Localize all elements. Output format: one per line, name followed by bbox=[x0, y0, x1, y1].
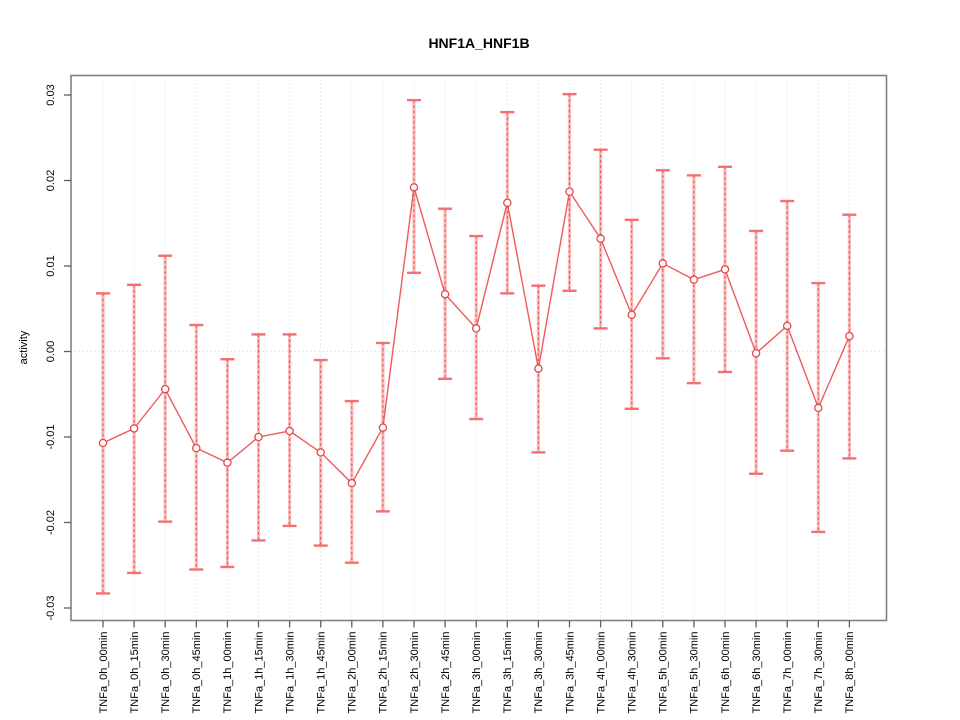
x-tick-label: TNFa_8h_00min bbox=[844, 632, 856, 714]
data-point-marker bbox=[471, 324, 481, 333]
plot-border bbox=[70, 74, 888, 622]
x-tick-label: TNFa_3h_00min bbox=[471, 632, 483, 714]
data-point-marker bbox=[316, 448, 325, 457]
data-point-marker bbox=[627, 310, 636, 319]
plot-box bbox=[70, 74, 888, 622]
y-tick-label: -0.01 bbox=[45, 424, 57, 449]
x-tick-label: TNFa_0h_30min bbox=[160, 632, 172, 714]
x-tick-label: TNFa_1h_15min bbox=[253, 632, 265, 714]
data-point-marker bbox=[347, 478, 357, 488]
data-point-marker bbox=[814, 403, 823, 413]
data-point-marker bbox=[751, 348, 761, 358]
y-tick-label: 0.00 bbox=[45, 341, 57, 362]
data-point-marker bbox=[285, 426, 294, 436]
x-tick-label: TNFa_3h_45min bbox=[564, 632, 576, 714]
data-point-marker bbox=[534, 364, 543, 373]
x-tick-label: TNFa_6h_00min bbox=[720, 632, 732, 714]
x-tick-label: TNFa_1h_45min bbox=[316, 632, 328, 714]
data-point-marker bbox=[192, 443, 201, 453]
data-point-marker bbox=[845, 331, 854, 341]
y-axis: -0.03 -0.02 -0.01 0.00 0.01 0.02 0.03 bbox=[45, 84, 71, 621]
x-tick-label: TNFa_3h_30min bbox=[533, 632, 545, 714]
x-tick-label: TNFa_0h_00min bbox=[98, 632, 110, 714]
data-point-marker bbox=[658, 259, 668, 268]
data-point-marker bbox=[782, 321, 792, 331]
data-point-marker bbox=[160, 384, 170, 394]
y-tick-label: 0.03 bbox=[45, 84, 57, 105]
x-tick-label: TNFa_6h_30min bbox=[751, 632, 763, 714]
x-tick-label: TNFa_2h_15min bbox=[378, 632, 390, 714]
gridlines bbox=[71, 75, 887, 621]
x-axis: TNFa_0h_00min TNFa_0h_15min TNFa_0h_30min T… bbox=[98, 620, 856, 714]
y-tick-label: -0.02 bbox=[45, 510, 57, 535]
x-tick-label: TNFa_4h_30min bbox=[627, 632, 639, 714]
x-tick-label: TNFa_1h_30min bbox=[284, 632, 296, 714]
x-tick-label: TNFa_2h_30min bbox=[409, 632, 421, 714]
y-axis-label: activity bbox=[18, 330, 30, 364]
data-point-marker bbox=[689, 275, 699, 284]
x-tick-label: TNFa_7h_00min bbox=[782, 632, 794, 714]
x-tick-label: TNFa_3h_15min bbox=[502, 632, 514, 714]
data-point-marker bbox=[98, 438, 108, 448]
x-tick-label: TNFa_5h_30min bbox=[689, 632, 701, 714]
x-tick-label: TNFa_2h_45min bbox=[440, 632, 452, 714]
x-tick-label: TNFa_1h_00min bbox=[222, 632, 234, 714]
data-point-marker bbox=[440, 289, 450, 299]
x-tick-label: TNFa_0h_45min bbox=[191, 632, 203, 714]
data-point-marker bbox=[223, 458, 232, 467]
data-point-marker bbox=[129, 424, 139, 433]
x-tick-label: TNFa_7h_30min bbox=[813, 632, 825, 714]
x-tick-label: TNFa_2h_00min bbox=[347, 632, 359, 714]
data-point-marker bbox=[565, 187, 574, 196]
y-tick-label: 0.02 bbox=[45, 170, 57, 191]
x-tick-label: TNFa_4h_00min bbox=[595, 632, 607, 714]
data-point-marker bbox=[596, 234, 605, 243]
data-points bbox=[98, 183, 854, 488]
y-tick-label: 0.01 bbox=[45, 255, 57, 276]
x-tick-label: TNFa_5h_00min bbox=[658, 632, 670, 714]
data-point-marker bbox=[720, 265, 730, 274]
y-tick-label: -0.03 bbox=[45, 595, 57, 620]
data-point-marker bbox=[503, 198, 512, 207]
x-tick-label: TNFa_0h_15min bbox=[129, 632, 141, 714]
data-point-marker bbox=[378, 423, 388, 432]
chart-title: HNF1A_HNF1B bbox=[428, 35, 529, 51]
data-point-marker bbox=[409, 183, 419, 192]
error-bars bbox=[96, 92, 857, 595]
data-point-marker bbox=[254, 432, 263, 442]
